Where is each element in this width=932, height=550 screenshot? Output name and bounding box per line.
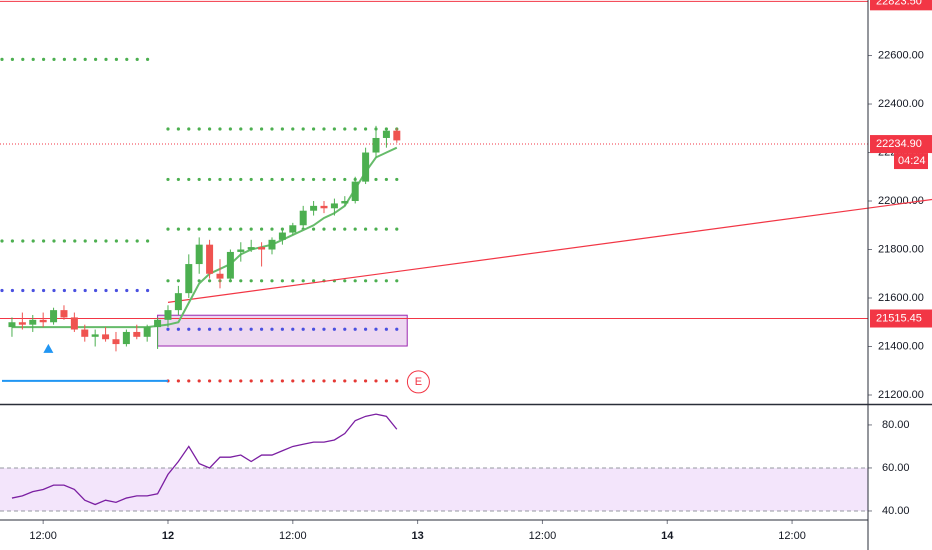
- candle-body: [39, 319, 47, 323]
- x-tick-label: 12:00: [778, 530, 806, 542]
- candle-body: [8, 322, 16, 328]
- y-tick-label: 22600.00: [878, 49, 924, 61]
- event-marker: [406, 370, 430, 394]
- event-label: E: [415, 376, 422, 388]
- candle-body: [351, 181, 359, 202]
- candle-body: [278, 232, 286, 240]
- candle-body: [143, 327, 151, 337]
- candle-body: [18, 322, 26, 325]
- y-tick-label: 40.00: [882, 505, 910, 517]
- candle-body: [206, 244, 214, 274]
- candle-body: [133, 331, 141, 337]
- candle-body: [60, 310, 68, 318]
- y-tick-label: 60.00: [882, 462, 910, 474]
- candle-body: [91, 334, 99, 337]
- x-tick-label: 14: [661, 530, 674, 542]
- x-tick-label: 12:00: [529, 530, 557, 542]
- candle-body: [258, 247, 266, 250]
- candle-body: [268, 239, 276, 250]
- x-tick-label: 12:00: [29, 530, 57, 542]
- y-tick-label: 21600.00: [878, 292, 924, 304]
- candle-body: [372, 137, 380, 153]
- x-tick-label: 12: [162, 530, 174, 542]
- candle-body: [393, 130, 401, 141]
- candle-body: [289, 225, 297, 233]
- candle-body: [299, 210, 307, 226]
- candle-body: [330, 203, 338, 209]
- candle-body: [195, 244, 203, 265]
- price-tag-label: 22234.90: [876, 138, 922, 150]
- candle-body: [185, 264, 193, 294]
- candle-body: [382, 130, 390, 138]
- y-tick-label: 80.00: [882, 419, 910, 431]
- candle-body: [164, 310, 172, 320]
- candle-body: [174, 293, 182, 311]
- countdown-tag: [894, 153, 928, 170]
- candle-body: [216, 273, 224, 279]
- candle-body: [310, 205, 318, 211]
- candle-body: [362, 152, 370, 182]
- y-tick-label: 21400.00: [878, 340, 924, 352]
- price-tag: [870, 0, 932, 11]
- candle-body: [70, 317, 78, 330]
- candle-body: [237, 249, 245, 252]
- candle-body: [341, 201, 349, 204]
- candle-body: [247, 247, 255, 250]
- rsi-band: [0, 467, 868, 511]
- trend-line: [167, 198, 932, 303]
- x-tick-label: 12:00: [279, 530, 307, 542]
- price-tag-label: 22823.50: [876, 0, 922, 7]
- candle-body: [102, 334, 110, 340]
- candle-body: [154, 319, 162, 328]
- price-tag: [870, 135, 932, 154]
- candle-body: [122, 331, 130, 345]
- candle-body: [320, 205, 328, 209]
- price-tag-label: 21515.45: [876, 312, 922, 324]
- x-tick-label: 13: [411, 530, 423, 542]
- candle-body: [29, 319, 37, 325]
- candle-body: [81, 329, 89, 337]
- y-tick-label: 21800.00: [878, 243, 924, 255]
- y-tick-label: 22400.00: [878, 98, 924, 110]
- price-tag: [870, 309, 932, 328]
- candle-body: [112, 339, 120, 345]
- y-tick-label: 22000.00: [878, 195, 924, 207]
- candle-body: [50, 310, 58, 323]
- y-tick-label: 21200.00: [878, 389, 924, 401]
- candle-body: [226, 251, 234, 279]
- signal-arrow: [43, 343, 54, 353]
- countdown-label: 04:24: [898, 155, 926, 167]
- rsi-line: [11, 413, 398, 506]
